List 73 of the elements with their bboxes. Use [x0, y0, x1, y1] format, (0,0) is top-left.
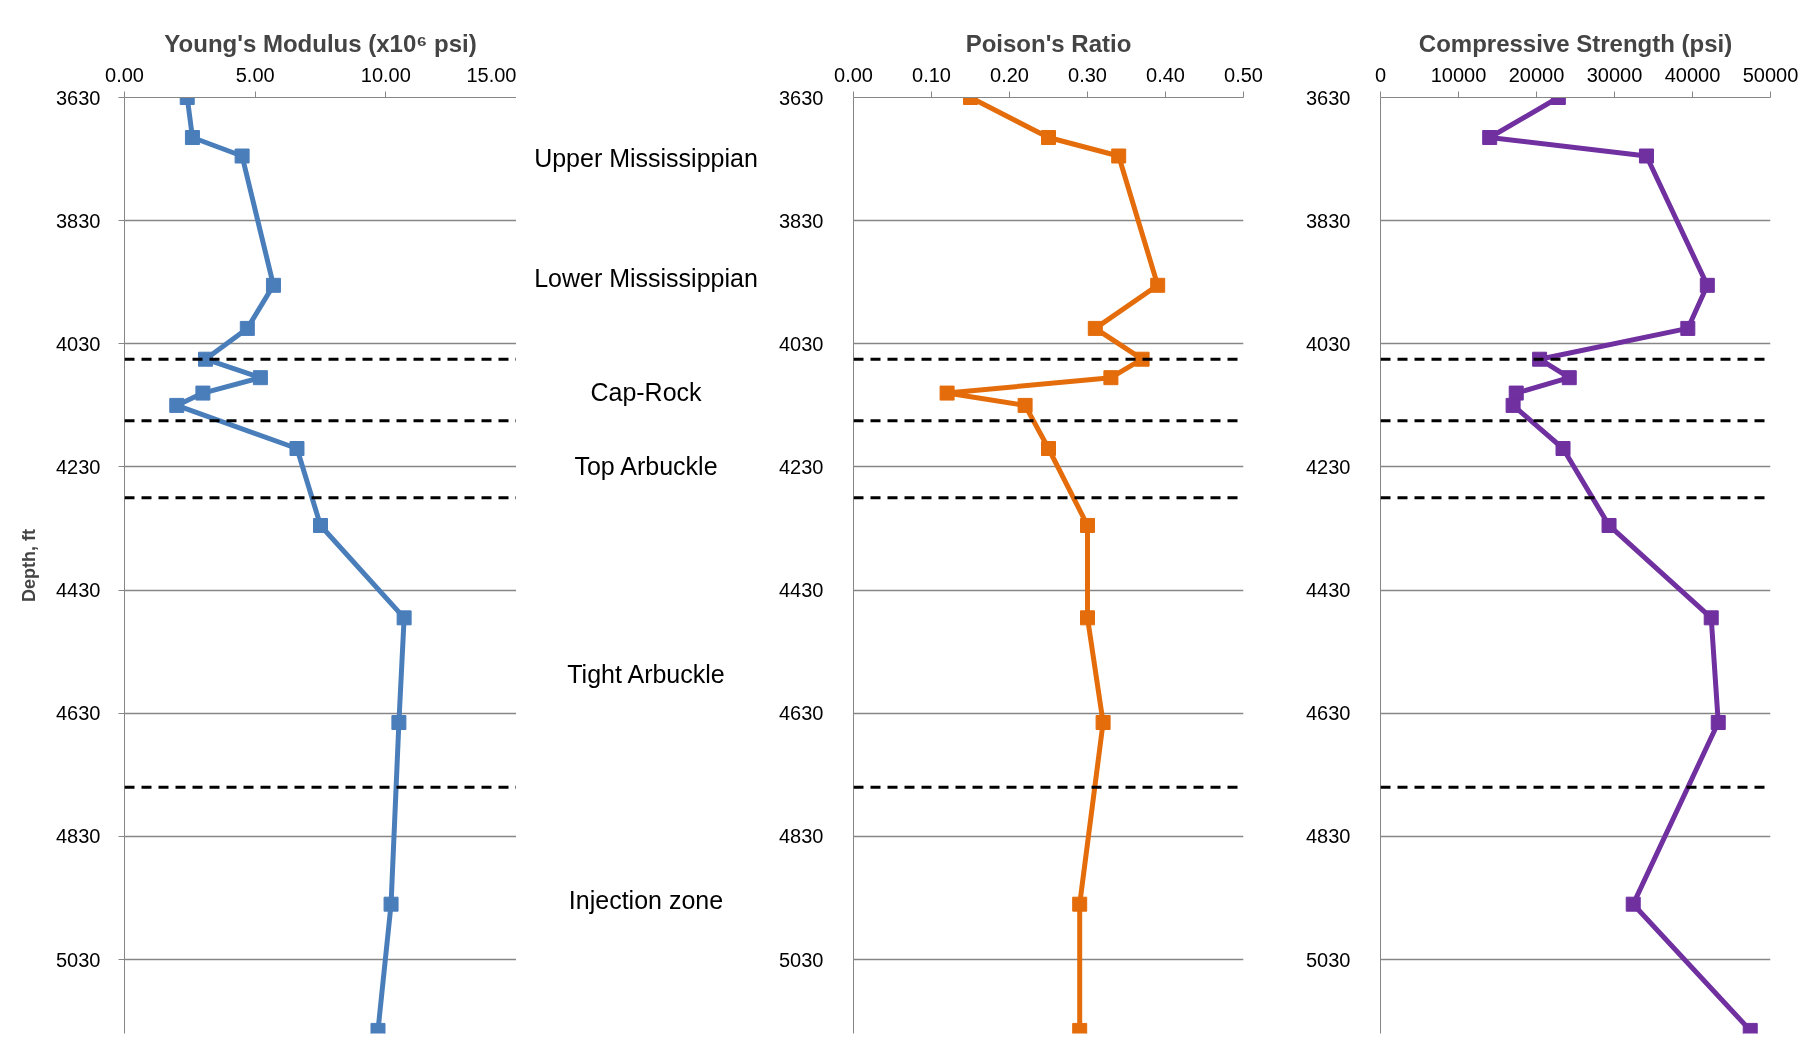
x-tick-label: 10.00	[360, 63, 411, 86]
x-tick-label: 15.00	[466, 63, 517, 86]
text: Upper Mississippian	[533, 142, 759, 174]
point	[939, 385, 955, 401]
y-tick-label: 4230	[1306, 455, 1351, 478]
text: Cap-Rock	[589, 376, 703, 408]
point	[1087, 320, 1103, 336]
chart-title: Young's Modulus (x10⁶ psi)	[164, 29, 477, 57]
point	[1638, 148, 1654, 164]
y-tick-label: 5030	[779, 948, 824, 971]
point	[1680, 320, 1696, 336]
y-tick-label: 4430	[779, 579, 824, 602]
point	[1150, 277, 1166, 293]
text: Injection zone	[567, 885, 725, 917]
y-tick-label: 4230	[779, 455, 824, 478]
y-tick-label: 4830	[1306, 825, 1351, 848]
x-tick-label: 40000	[1664, 63, 1721, 86]
x-tick-label: 50000	[1742, 63, 1799, 86]
point	[1710, 715, 1726, 731]
x-tick-label: 0	[1374, 63, 1387, 86]
y-axis-title: Depth, ft	[19, 529, 40, 602]
point	[1017, 397, 1033, 413]
y-tick-label: 4630	[56, 702, 101, 725]
y-tick-label: 3830	[779, 209, 824, 232]
x-tick-label: 0.50	[1224, 63, 1263, 86]
x-tick-label: 0.30	[1068, 63, 1107, 86]
y-tick-label: 4030	[56, 332, 101, 355]
text: Top Arbuckle	[573, 450, 719, 482]
y-tick-label: 3630	[56, 86, 101, 109]
text: Tight Arbuckle	[566, 659, 726, 691]
y-tick-label: 4630	[1306, 702, 1351, 725]
point	[1080, 517, 1095, 533]
point	[1555, 441, 1571, 456]
y-tick-label: 3830	[1306, 209, 1351, 232]
point	[1041, 441, 1056, 456]
point	[1072, 896, 1088, 912]
y-tick-label: 4430	[56, 579, 101, 602]
y-tick-label: 5030	[1306, 948, 1351, 971]
point	[1103, 370, 1119, 386]
x-tick-label: 0.10	[912, 63, 951, 86]
x-tick-label: 30000	[1586, 63, 1643, 86]
point	[1482, 130, 1498, 146]
point	[1703, 610, 1719, 626]
point	[1095, 715, 1111, 731]
x-tick-label: 10000	[1430, 63, 1487, 86]
point	[1080, 610, 1095, 626]
point	[1625, 896, 1641, 912]
point	[1505, 397, 1521, 413]
y-tick-label: 4230	[56, 455, 101, 478]
y-tick-label: 5030	[56, 948, 101, 971]
y-tick-label: 3630	[1306, 86, 1351, 109]
x-tick-label: 5.00	[235, 63, 275, 86]
point	[1601, 517, 1617, 533]
y-tick-label: 4630	[779, 702, 824, 725]
text: Lower Mississippian	[533, 262, 759, 294]
y-tick-label: 3830	[56, 209, 101, 232]
x-tick-label: 0.00	[834, 63, 873, 86]
y-tick-label: 4430	[1306, 579, 1351, 602]
y-tick-label: 4830	[56, 825, 101, 848]
point	[1561, 370, 1577, 386]
y-tick-label: 4030	[779, 332, 824, 355]
point	[1111, 148, 1127, 164]
y-tick-label: 3630	[779, 86, 824, 109]
y-tick-label: 4030	[1306, 332, 1351, 355]
chart-title: Compressive Strength (psi)	[1418, 29, 1733, 57]
x-tick-label: 20000	[1508, 63, 1565, 86]
x-tick-label: 0.00	[105, 63, 144, 86]
x-tick-label: 0.40	[1146, 63, 1185, 86]
chart-title: Poison's Ratio	[965, 29, 1132, 57]
point	[1041, 130, 1056, 146]
point	[1699, 277, 1715, 293]
y-tick-label: 4830	[779, 825, 824, 848]
x-tick-label: 0.20	[990, 63, 1029, 86]
